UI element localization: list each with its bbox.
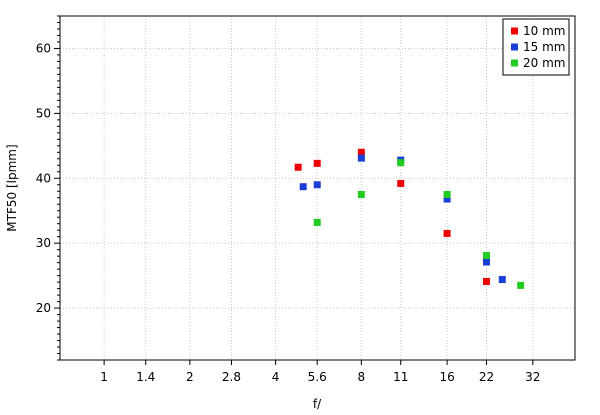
- legend-entry: 20 mm: [523, 56, 565, 70]
- x-tick-label: 8: [358, 370, 366, 384]
- data-point: [294, 163, 302, 171]
- plot-frame: [59, 15, 576, 361]
- data-point: [517, 281, 525, 289]
- x-tick-label: 2: [186, 370, 194, 384]
- data-point: [482, 252, 490, 260]
- x-tick-label: 4: [272, 370, 280, 384]
- data-point: [357, 154, 365, 162]
- data-point: [357, 190, 365, 198]
- axes: 1 1.4 2 2.8 4 5.6 8 11 16 22 32 20 30 40 50 60: [36, 15, 540, 384]
- legend-marker: [511, 27, 518, 35]
- x-tick-label: 32: [525, 370, 540, 384]
- x-axis-label: f/: [313, 397, 322, 411]
- x-tick-label: 1.4: [136, 370, 155, 384]
- legend: 10 mm 15 mm 20 mm: [502, 18, 570, 76]
- x-tick-label: 22: [479, 370, 494, 384]
- x-tick-label: 5.6: [308, 370, 327, 384]
- y-tick-label: 60: [36, 41, 51, 55]
- data-point: [397, 159, 405, 167]
- legend-marker: [511, 59, 518, 67]
- legend-entry: 15 mm: [523, 40, 565, 54]
- data-point: [313, 181, 321, 189]
- data-point: [313, 218, 321, 226]
- legend-marker: [511, 43, 518, 51]
- data-point: [313, 159, 321, 167]
- x-tick-label: 1: [100, 370, 108, 384]
- legend-entry: 10 mm: [523, 24, 565, 38]
- data-point: [299, 183, 307, 191]
- data-point: [357, 148, 365, 156]
- y-tick-label: 30: [36, 236, 51, 250]
- y-axis-label: MTF50 [lpmm]: [5, 144, 19, 231]
- x-tick-label: 16: [439, 370, 454, 384]
- data-points: [294, 148, 525, 289]
- data-point: [443, 195, 451, 203]
- y-tick-label: 20: [36, 301, 51, 315]
- data-point: [397, 179, 405, 187]
- y-tick-label: 50: [36, 106, 51, 120]
- data-point: [498, 276, 506, 284]
- y-tick-label: 40: [36, 171, 51, 185]
- data-point: [443, 229, 451, 237]
- x-tick-label: 11: [393, 370, 408, 384]
- data-point: [482, 277, 490, 285]
- data-point: [443, 190, 451, 198]
- x-tick-label: 2.8: [222, 370, 241, 384]
- data-point: [482, 258, 490, 266]
